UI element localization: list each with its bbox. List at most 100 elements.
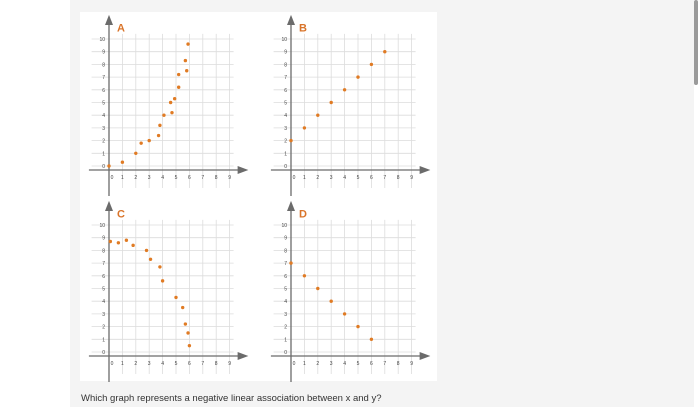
data-point (107, 164, 111, 168)
graph-d: 0 1 2 3 4 5 6 7 8 9 0 1 2 3 4 5 6 7 8 9 10 D (270, 200, 440, 382)
data-point (329, 100, 333, 105)
x-tick-label: 1 (121, 361, 124, 367)
grid-lines (273, 219, 416, 374)
x-tick-label: 2 (134, 361, 137, 367)
x-tick-label: 4 (343, 361, 346, 367)
y-tick-label: 8 (284, 248, 287, 254)
x-tick-label: 0 (111, 175, 114, 181)
y-tick-label: 3 (284, 126, 287, 132)
x-tick-label: 2 (134, 175, 137, 181)
data-point (289, 261, 293, 265)
x-axis-arrow-icon (237, 166, 249, 174)
data-point (158, 123, 162, 128)
y-tick-label: 7 (284, 75, 287, 81)
x-tick-label: 6 (188, 361, 191, 367)
x-tick-label: 0 (293, 175, 296, 181)
y-tick-label: 9 (102, 236, 105, 242)
scatter-plot: 0 1 2 3 4 5 6 7 8 9 0 1 2 3 4 5 6 7 8 9 10 B (270, 14, 431, 196)
x-tick-label: 5 (175, 175, 178, 181)
data-point (289, 138, 293, 143)
data-point (120, 160, 125, 164)
data-point (176, 85, 181, 89)
x-tick-label: 7 (201, 361, 204, 367)
graph-b: 0 1 2 3 4 5 6 7 8 9 0 1 2 3 4 5 6 7 8 9 10 B (270, 14, 440, 196)
data-point (144, 248, 149, 253)
vertical-scrollbar[interactable] (694, 0, 698, 85)
x-tick-label: 3 (330, 175, 333, 181)
y-tick-label: 0 (102, 350, 105, 356)
data-point (356, 324, 360, 329)
graph-label: A (117, 22, 125, 34)
y-tick-label: 9 (102, 50, 105, 56)
y-axis-arrow-icon (105, 200, 113, 212)
axes (88, 14, 249, 196)
data-point (174, 295, 178, 300)
data-point (186, 331, 190, 335)
x-tick-label: 4 (343, 175, 346, 181)
y-tick-label: 10 (281, 223, 287, 229)
data-points (107, 42, 190, 168)
data-point (148, 257, 153, 261)
grid-lines (273, 33, 416, 188)
y-tick-label: 0 (284, 164, 287, 170)
y-tick-label: 0 (102, 164, 105, 170)
x-tick-label: 1 (121, 175, 124, 181)
y-tick-label: 5 (284, 287, 287, 293)
data-point (124, 238, 129, 242)
data-point (383, 50, 387, 54)
data-point (316, 286, 320, 291)
y-tick-label: 3 (102, 126, 105, 132)
scatter-plot: 0 1 2 3 4 5 6 7 8 9 0 1 2 3 4 5 6 7 8 9 10 D (270, 200, 431, 382)
y-tick-label: 6 (102, 88, 105, 94)
x-tick-label: 8 (215, 175, 218, 181)
data-point (342, 312, 347, 316)
question-text: Which graph represents a negative linear… (81, 393, 382, 404)
data-point (316, 113, 320, 117)
data-point (183, 322, 188, 326)
data-point (168, 100, 173, 105)
y-tick-label: 7 (102, 75, 105, 81)
y-tick-label: 3 (284, 312, 287, 318)
data-point (172, 96, 177, 101)
y-tick-label: 9 (284, 236, 287, 242)
y-tick-label: 1 (102, 337, 105, 343)
y-tick-label: 4 (284, 113, 287, 119)
axes (88, 200, 249, 382)
data-point (160, 279, 165, 283)
data-point (131, 243, 135, 248)
y-tick-label: 5 (102, 287, 105, 293)
y-tick-label: 4 (284, 299, 287, 305)
data-point (369, 62, 374, 67)
data-point (116, 241, 121, 245)
y-tick-label: 5 (102, 101, 105, 107)
axes (270, 14, 431, 196)
y-tick-label: 4 (102, 113, 105, 119)
x-tick-label: 7 (383, 175, 386, 181)
x-tick-label: 3 (148, 175, 151, 181)
x-tick-label: 5 (357, 361, 360, 367)
x-tick-label: 6 (370, 361, 373, 367)
x-axis-arrow-icon (419, 166, 431, 174)
x-tick-label: 5 (175, 361, 178, 367)
y-tick-label: 6 (284, 88, 287, 94)
data-point (186, 42, 190, 46)
data-point (176, 72, 181, 77)
y-tick-label: 6 (102, 274, 105, 280)
graph-c: 0 1 2 3 4 5 6 7 8 9 0 1 2 3 4 5 6 7 8 9 10 C (88, 200, 258, 382)
y-tick-label: 2 (102, 139, 105, 145)
x-tick-label: 3 (148, 361, 151, 367)
x-tick-label: 4 (161, 175, 164, 181)
data-point (181, 305, 185, 310)
data-point (342, 88, 347, 92)
graph-label: D (299, 208, 307, 220)
x-tick-label: 1 (303, 361, 306, 367)
x-tick-label: 4 (161, 361, 164, 367)
graph-label: C (117, 208, 125, 220)
data-point (302, 126, 307, 130)
data-point (302, 274, 307, 278)
data-point (356, 75, 360, 79)
data-point (108, 239, 113, 244)
x-tick-label: 5 (357, 175, 360, 181)
x-tick-label: 9 (228, 361, 231, 367)
